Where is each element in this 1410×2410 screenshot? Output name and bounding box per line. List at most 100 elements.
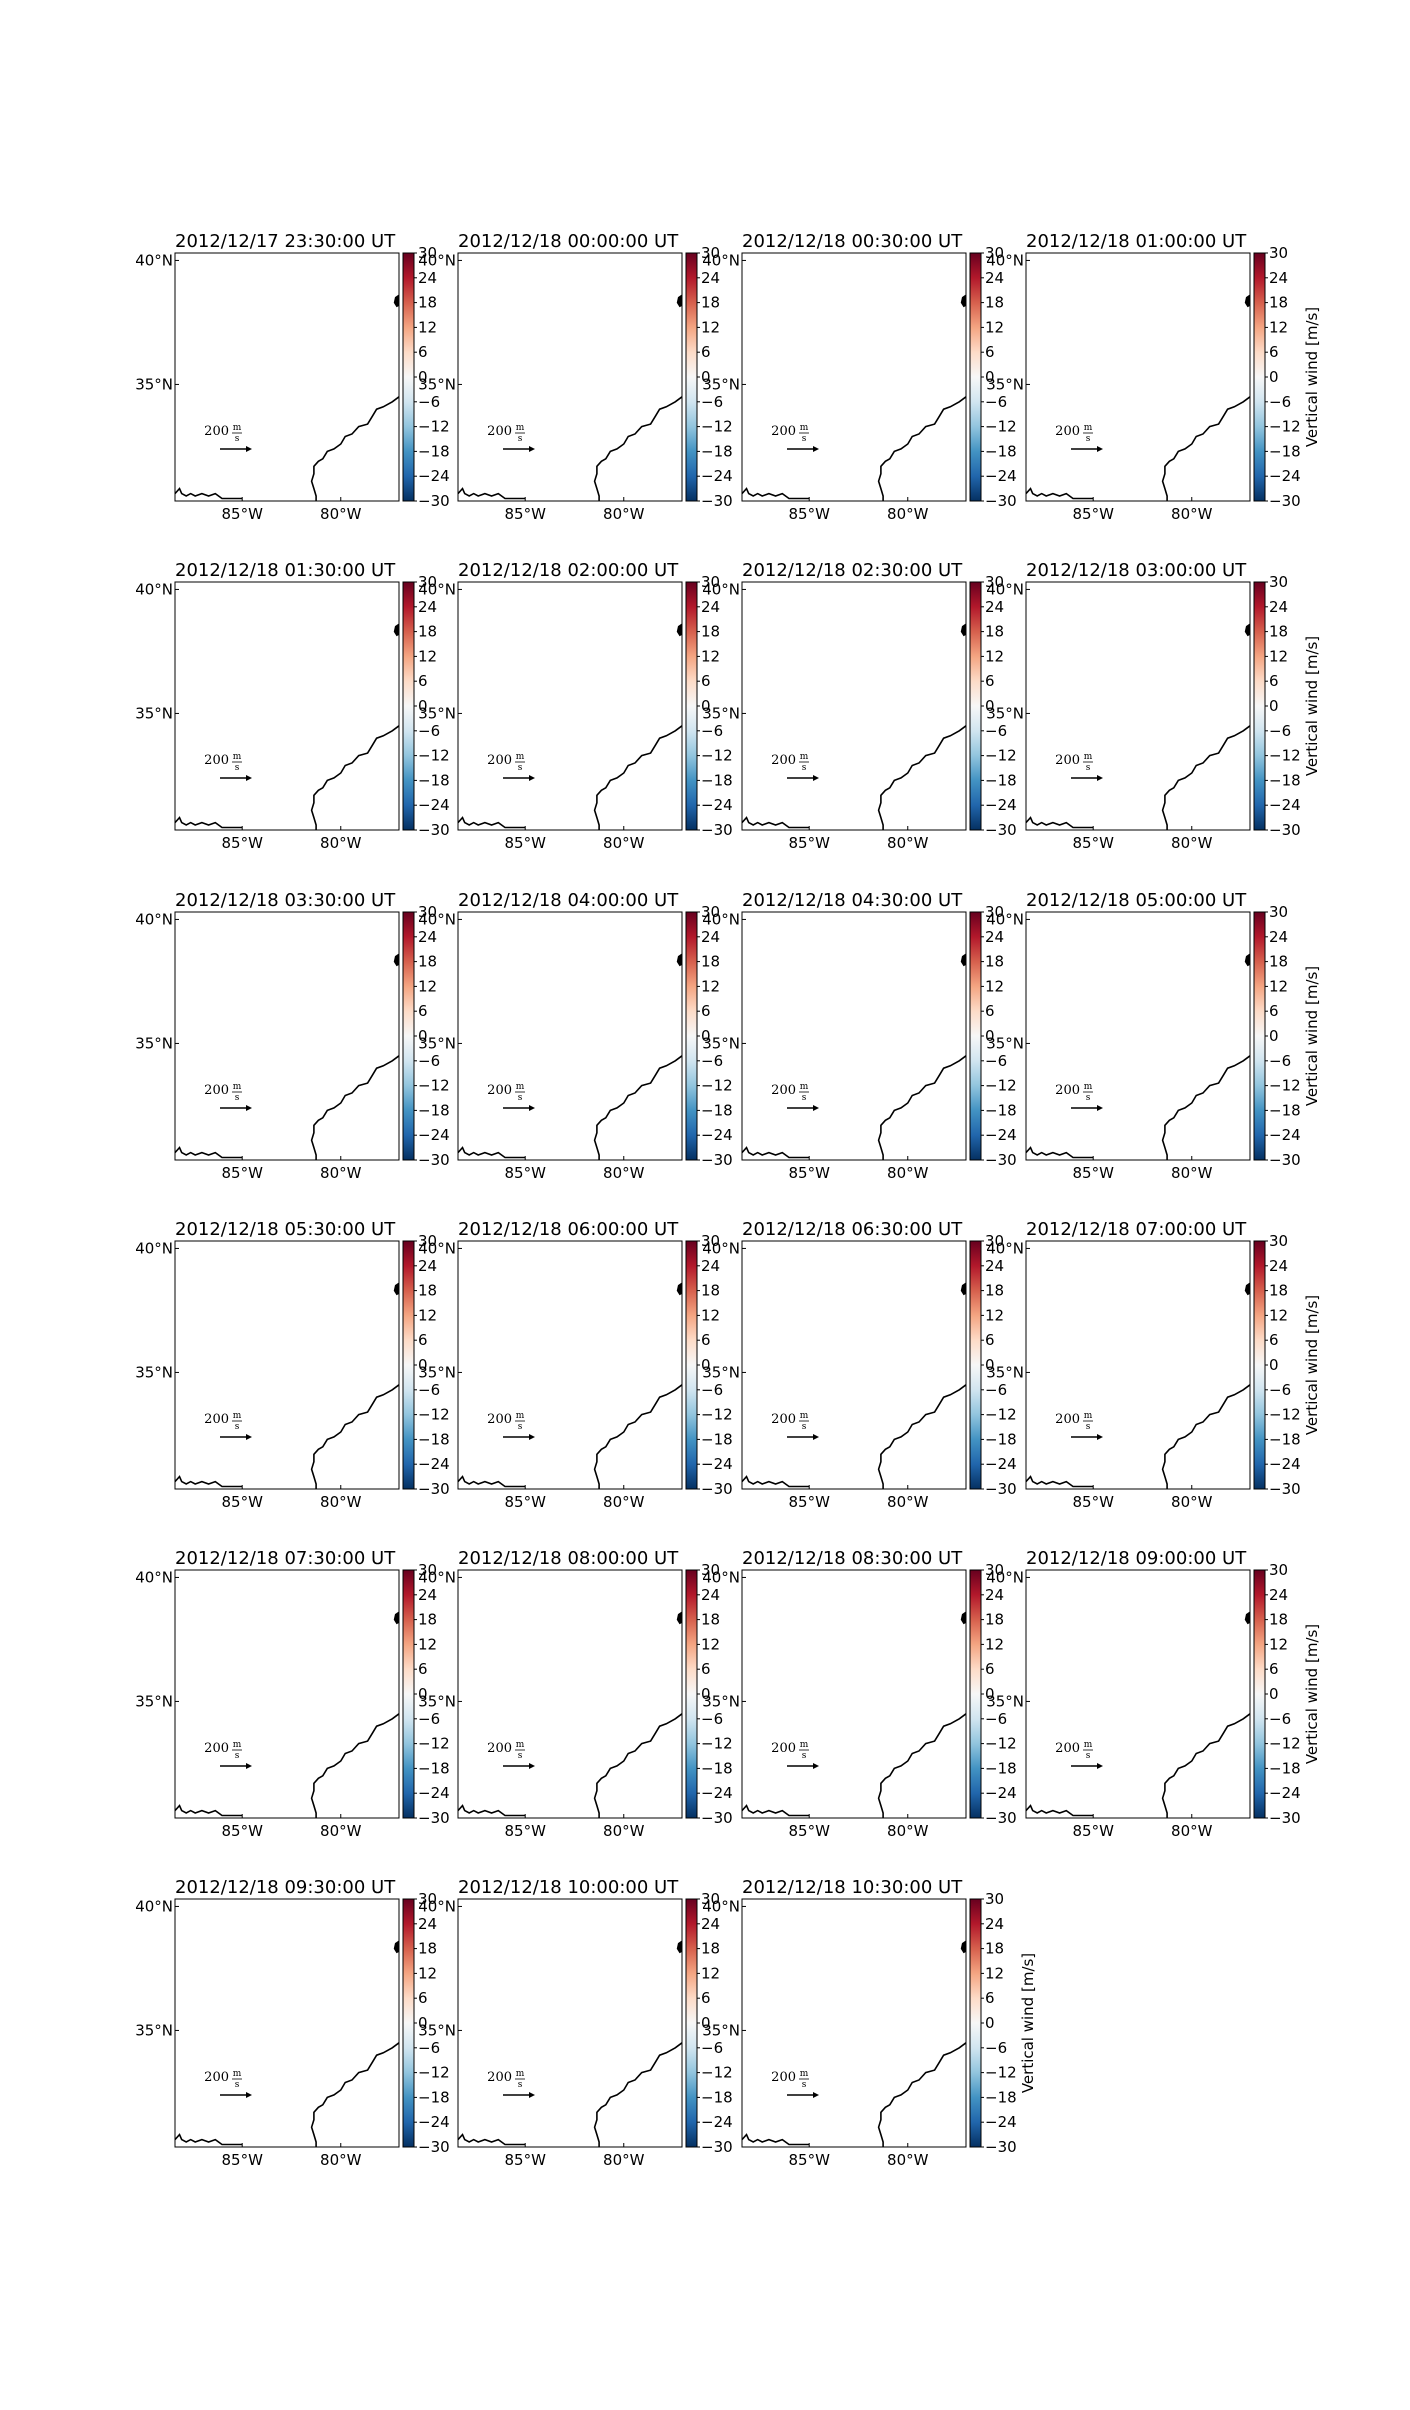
colorbar: 30 24 18 12 6 0 −6 −12 −18 −24 −30 — [685, 1232, 733, 1498]
colorbar-label: Vertical wind [m/s] — [1303, 966, 1321, 1106]
panel-title: 2012/12/18 00:00:00 UT — [458, 231, 679, 252]
colorbar-tick-label: 6 — [701, 1660, 711, 1678]
x-tick-label: 80°W — [320, 1164, 362, 1182]
quiver-key-unit-denominator: s — [235, 763, 240, 773]
y-tick-label: 35°N — [986, 375, 1024, 393]
colorbar-tick-label: 18 — [701, 1940, 720, 1958]
colorbar: 30 24 18 12 6 0 −6 −12 −18 −24 −30 — [969, 244, 1017, 510]
colorbar-tick-label: −30 — [985, 2138, 1017, 2156]
colorbar-tick-label: −30 — [1269, 1151, 1301, 1169]
map-panel: 2012/12/18 07:30:00 UT 85°W 80°W 40°N 35°N 20… — [135, 1548, 449, 1840]
quiver-key-value: 200 — [771, 1412, 796, 1427]
panel-title: 2012/12/18 06:00:00 UT — [458, 1219, 679, 1240]
colorbar-tick-label: 18 — [418, 1282, 437, 1300]
colorbar-tick-label: 18 — [1269, 953, 1288, 971]
y-tick-label: 40°N — [135, 1897, 173, 1915]
coastline — [310, 725, 400, 830]
colorbar-fill — [969, 1569, 982, 1819]
colorbar-tick-label: 30 — [701, 244, 720, 262]
colorbar-tick-label: 18 — [418, 623, 437, 641]
quiver-key-unit-denominator: s — [802, 434, 807, 444]
colorbar-tick-label: −6 — [418, 393, 440, 411]
colorbar-tick-label: −18 — [1269, 771, 1301, 789]
gulf-coastline — [741, 816, 810, 829]
colorbar-fill — [685, 1569, 698, 1819]
colorbar-fill — [685, 581, 698, 831]
x-tick-label: 85°W — [504, 834, 546, 852]
y-tick-label: 40°N — [986, 251, 1024, 269]
colorbar-tick-label: 6 — [701, 343, 711, 361]
colorbar-tick-label: −12 — [985, 1077, 1017, 1095]
coastline — [877, 1713, 967, 1818]
quiver-key-arrowhead — [813, 1105, 819, 1111]
coastline — [877, 1384, 967, 1489]
colorbar: 30 24 18 12 6 0 −6 −12 −18 −24 −30 Vertical wind [m… — [1253, 244, 1321, 510]
colorbar-tick-label: 0 — [985, 1356, 995, 1374]
colorbar-tick-label: 0 — [418, 2014, 428, 2032]
gulf-coastline — [741, 1475, 810, 1488]
x-tick-label: 85°W — [788, 1493, 830, 1511]
colorbar-tick-label: 6 — [701, 1331, 711, 1349]
colorbar-tick-label: 6 — [701, 1989, 711, 2007]
colorbar-tick-label: −30 — [418, 2138, 450, 2156]
x-tick-label: 80°W — [320, 505, 362, 523]
panel-title: 2012/12/18 02:00:00 UT — [458, 560, 679, 581]
colorbar-label: Vertical wind [m/s] — [1303, 636, 1321, 776]
quiver-key-value: 200 — [771, 424, 796, 439]
x-tick-label: 80°W — [1171, 1164, 1213, 1182]
quiver-key-unit-numerator: m — [800, 1082, 809, 1092]
colorbar-tick-label: −24 — [985, 2113, 1017, 2131]
x-tick-label: 85°W — [221, 1822, 263, 1840]
colorbar-tick-label: 18 — [1269, 623, 1288, 641]
colorbar-tick-label: −30 — [1269, 492, 1301, 510]
colorbar-tick-label: 12 — [701, 977, 720, 995]
lake-outline — [960, 1940, 967, 1954]
colorbar: 30 24 18 12 6 0 −6 −12 −18 −24 −30 — [402, 1890, 450, 2156]
colorbar: 30 24 18 12 6 0 −6 −12 −18 −24 −30 — [402, 573, 450, 839]
colorbar-tick-label: −30 — [418, 1809, 450, 1827]
colorbar-tick-label: 0 — [701, 368, 711, 386]
coastline — [310, 396, 400, 501]
y-tick-label: 35°N — [418, 1034, 456, 1052]
colorbar-tick-label: −18 — [418, 1759, 450, 1777]
x-tick-label: 85°W — [221, 1164, 263, 1182]
y-tick-label: 35°N — [702, 2021, 740, 2039]
quiver-key-unit-denominator: s — [518, 1422, 523, 1432]
quiver-key-arrowhead — [813, 446, 819, 452]
colorbar: 30 24 18 12 6 0 −6 −12 −18 −24 −30 — [402, 903, 450, 1169]
colorbar: 30 24 18 12 6 0 −6 −12 −18 −24 −30 — [685, 903, 733, 1169]
quiver-key-unit-numerator: m — [516, 423, 525, 433]
gulf-coastline — [1025, 1475, 1094, 1488]
colorbar-fill — [1253, 252, 1266, 502]
colorbar-fill — [402, 911, 415, 1161]
colorbar-tick-label: 0 — [701, 1356, 711, 1374]
colorbar-tick-label: −24 — [985, 1784, 1017, 1802]
y-tick-label: 40°N — [702, 1239, 740, 1257]
colorbar-tick-label: 30 — [701, 1890, 720, 1908]
colorbar-tick-label: −12 — [418, 747, 450, 765]
colorbar-tick-label: −6 — [418, 1710, 440, 1728]
x-tick-label: 80°W — [603, 1822, 645, 1840]
x-tick-label: 85°W — [788, 505, 830, 523]
x-tick-label: 80°W — [320, 1493, 362, 1511]
quiver-key-arrowhead — [813, 775, 819, 781]
gulf-coastline — [457, 1146, 526, 1159]
colorbar-tick-label: −6 — [701, 2039, 723, 2057]
colorbar-tick-label: 24 — [418, 1915, 437, 1933]
y-tick-label: 40°N — [702, 1897, 740, 1915]
y-tick-label: 40°N — [418, 1239, 456, 1257]
colorbar-tick-label: 24 — [418, 1257, 437, 1275]
colorbar-tick-label: 24 — [985, 1586, 1004, 1604]
quiver-key-value: 200 — [487, 753, 512, 768]
x-tick-label: 85°W — [221, 505, 263, 523]
colorbar-tick-label: 30 — [985, 1561, 1004, 1579]
colorbar-tick-label: 30 — [1269, 1232, 1288, 1250]
colorbar-tick-label: −18 — [701, 442, 733, 460]
quiver-key-unit-numerator: m — [800, 1740, 809, 1750]
colorbar-tick-label: 18 — [701, 294, 720, 312]
colorbar-tick-label: 12 — [418, 1635, 437, 1653]
quiver-key-arrowhead — [529, 1105, 535, 1111]
colorbar: 30 24 18 12 6 0 −6 −12 −18 −24 −30 — [969, 1232, 1017, 1498]
map-panel: 2012/12/18 09:00:00 UT 85°W 80°W 40°N 35°N 20… — [986, 1548, 1321, 1840]
colorbar-tick-label: −12 — [418, 1077, 450, 1095]
